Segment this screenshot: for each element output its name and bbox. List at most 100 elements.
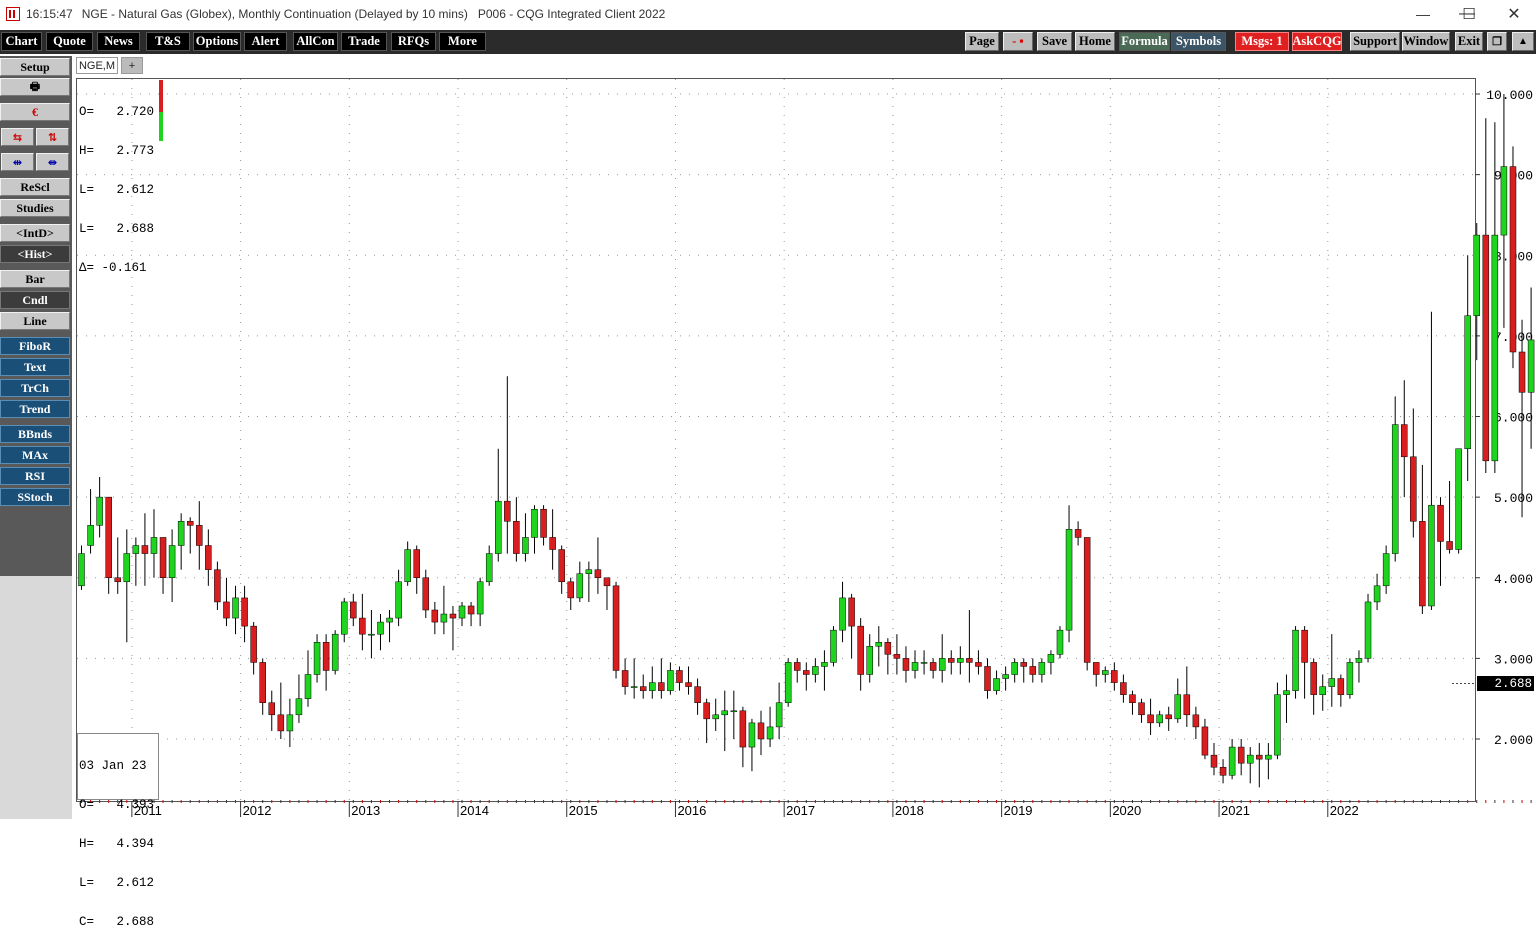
ts-button[interactable]: T&S xyxy=(146,32,190,51)
candle-down xyxy=(703,702,710,720)
quote-button[interactable]: Quote xyxy=(46,32,93,51)
trend-button[interactable]: Trend xyxy=(0,400,70,418)
studies-button[interactable]: Studies xyxy=(0,199,70,217)
candle-down xyxy=(259,662,266,703)
news-button[interactable]: News xyxy=(97,32,140,51)
minimize-button[interactable]: — xyxy=(1416,6,1430,22)
rfqs-button[interactable]: RFQs xyxy=(391,32,436,51)
home-button[interactable]: Home xyxy=(1075,32,1115,51)
candle-down xyxy=(848,597,855,627)
x-tick-label: 2021 xyxy=(1221,803,1250,818)
candle-up xyxy=(458,605,466,619)
collapse-icon[interactable]: ▲ xyxy=(1512,32,1534,51)
formula-button[interactable]: Formula xyxy=(1119,32,1170,51)
symbols-button[interactable]: Symbols xyxy=(1171,32,1226,51)
x-tick-label: 2017 xyxy=(786,803,815,818)
alert-button[interactable]: Alert xyxy=(244,32,287,51)
candle-up xyxy=(576,573,584,599)
exit-button[interactable]: Exit xyxy=(1455,32,1483,51)
y-tick-label: 4.000 xyxy=(1494,572,1533,587)
candle-down xyxy=(1138,702,1145,716)
candle-down xyxy=(1419,521,1426,607)
candle-up xyxy=(775,702,783,728)
candle-up xyxy=(404,549,411,583)
tab-nge[interactable]: NGE,M xyxy=(76,57,118,74)
candle-up xyxy=(1373,585,1381,603)
candle-down xyxy=(504,500,511,522)
candle-down xyxy=(214,569,221,603)
more-button[interactable]: More xyxy=(439,32,486,51)
intraday-button[interactable]: <IntD> xyxy=(0,224,70,242)
bollinger-button[interactable]: BBnds xyxy=(0,425,70,443)
options-button[interactable]: Options xyxy=(193,32,241,51)
historical-button[interactable]: <Hist> xyxy=(0,245,70,263)
candle-up xyxy=(1283,690,1290,695)
candle-down xyxy=(223,601,230,619)
text-tool-button[interactable]: Text xyxy=(0,358,70,376)
page-button[interactable]: Page xyxy=(965,32,999,51)
rsi-button[interactable]: RSI xyxy=(0,467,70,485)
bar-chart-button[interactable]: Bar xyxy=(0,270,70,288)
candle-up xyxy=(1292,629,1299,691)
window-button[interactable]: Window xyxy=(1402,32,1450,51)
candle-down xyxy=(621,670,629,687)
cursor-close: C= 2.688 xyxy=(79,915,155,929)
moving-average-button[interactable]: MAx xyxy=(0,446,70,464)
candle-up xyxy=(630,686,638,688)
y-tick-label: 2.000 xyxy=(1494,733,1533,748)
candle-down xyxy=(250,625,257,663)
compress-icon[interactable]: ⇼ xyxy=(36,153,69,171)
rescale-button[interactable]: ReScl xyxy=(0,178,70,196)
allcon-button[interactable]: AllCon xyxy=(293,32,338,51)
minimize-icon[interactable]: — xyxy=(1459,5,1475,22)
candle-up xyxy=(1364,601,1372,659)
askcqg-button[interactable]: AskCQG xyxy=(1292,32,1342,51)
support-button[interactable]: Support xyxy=(1350,32,1400,51)
x-tick-label: 2012 xyxy=(243,803,272,818)
add-tab-button[interactable]: + xyxy=(121,57,143,74)
maximize-button[interactable]: ☐ xyxy=(1462,6,1476,23)
candle-down xyxy=(1410,456,1417,522)
swap-horizontal-icon[interactable]: ⇆ xyxy=(1,128,34,146)
candle-up xyxy=(168,545,176,578)
print-icon[interactable]: 🖶 xyxy=(0,78,70,96)
candle-up xyxy=(313,642,321,675)
messages-button[interactable]: Msgs: 1 xyxy=(1235,32,1289,51)
candle-down xyxy=(658,682,665,691)
line-chart-button[interactable]: Line xyxy=(0,312,70,330)
swap-vertical-icon[interactable]: ⇅ xyxy=(36,128,69,146)
trade-button[interactable]: Trade xyxy=(341,32,387,51)
candle-up xyxy=(1464,315,1471,449)
close-button[interactable]: ✕ xyxy=(1507,6,1521,23)
candle-down xyxy=(431,609,439,623)
candle-chart-button[interactable]: Cndl xyxy=(0,291,70,309)
candle-down xyxy=(413,549,420,578)
fibo-button[interactable]: FiboR xyxy=(0,337,70,355)
candle-down xyxy=(1192,714,1200,728)
candle-up xyxy=(938,658,946,671)
candle-up xyxy=(377,621,384,635)
candle-up xyxy=(1265,754,1272,760)
setup-button[interactable]: Setup xyxy=(0,58,70,76)
candle-up xyxy=(1346,662,1354,695)
candle-down xyxy=(1446,541,1453,550)
chart-button[interactable]: Chart xyxy=(1,32,42,51)
candle-up xyxy=(78,553,85,587)
stochastic-button[interactable]: SStoch xyxy=(0,488,70,506)
page-nav-button[interactable]: - ▪ xyxy=(1003,32,1033,51)
currency-icon[interactable]: € xyxy=(0,103,70,121)
window-title: NGE - Natural Gas (Globex), Monthly Cont… xyxy=(81,7,666,21)
candle-down xyxy=(1437,504,1444,542)
candle-down xyxy=(268,702,276,716)
restore-icon[interactable]: ❐ xyxy=(1487,32,1507,51)
candle-down xyxy=(1219,766,1227,776)
cursor-low: L= 2.612 xyxy=(79,876,155,890)
candle-down xyxy=(422,577,430,611)
candle-down xyxy=(594,569,602,578)
candle-up xyxy=(1455,448,1462,550)
trend-channel-button[interactable]: TrCh xyxy=(0,379,70,397)
save-button[interactable]: Save xyxy=(1037,32,1072,51)
candle-up xyxy=(1047,654,1055,663)
expand-icon[interactable]: ⇹ xyxy=(1,153,34,171)
x-tick-label: 2019 xyxy=(1004,803,1033,818)
